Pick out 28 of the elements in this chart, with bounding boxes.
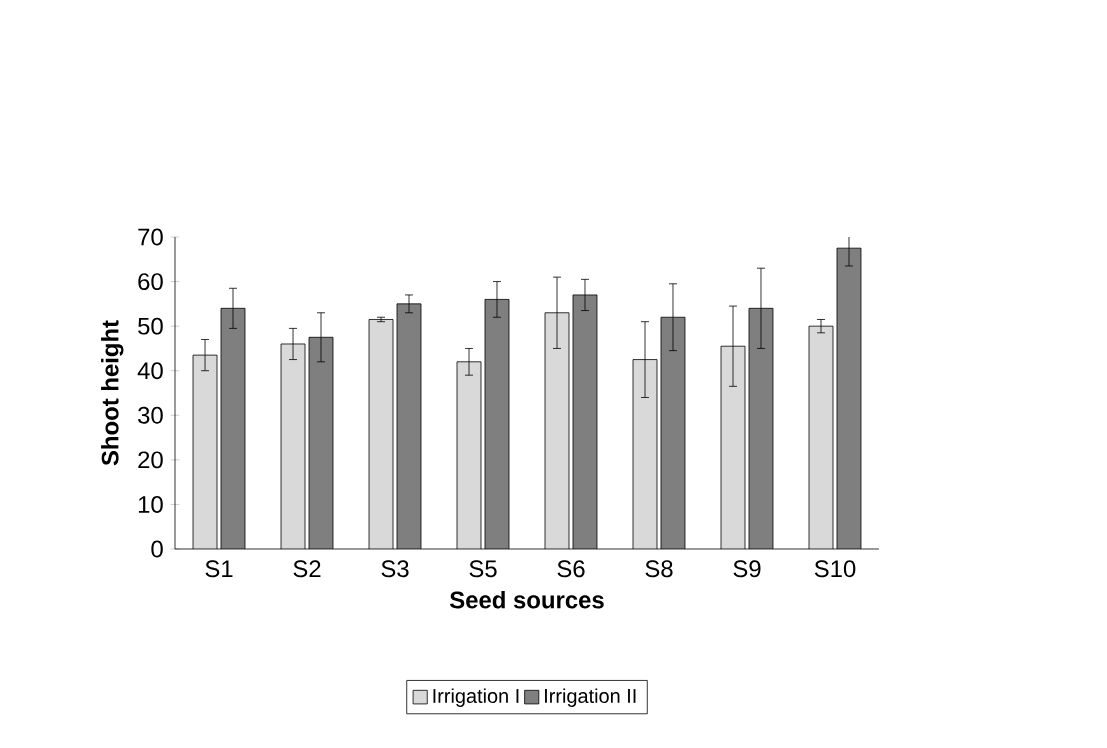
x-tick-label: S9 [733,560,761,578]
legend-label: Irrigation II [545,688,636,707]
y-tick-label: 60 [138,273,163,291]
bar [660,317,685,549]
x-tick-label: S10 [814,560,856,578]
y-tick-label: 20 [138,451,163,469]
y-tick-label: 50 [138,317,163,335]
x-tick-label: S3 [381,560,409,578]
x-tick-label: S1 [205,560,233,578]
bar [484,299,509,549]
x-tick-label: S2 [293,560,321,578]
y-tick-label: 10 [138,495,163,513]
x-tick-label: S6 [557,560,585,578]
y-tick-label: 30 [138,406,163,424]
y-tick-label: 40 [137,362,163,380]
bar [836,247,862,549]
bar [309,337,333,549]
bar [221,308,245,549]
bar [748,308,773,549]
x-tick-label: S5 [469,560,497,578]
bar [572,294,597,549]
bar [397,303,421,549]
y-tick-label: 0 [151,540,163,558]
y-tick-label: 70 [138,228,163,246]
y-axis-title: Shoot height [101,320,124,466]
x-axis-title: Seed sources [449,590,604,609]
x-tick-label: S8 [645,560,673,578]
legend-label: Irrigation I [433,688,519,707]
